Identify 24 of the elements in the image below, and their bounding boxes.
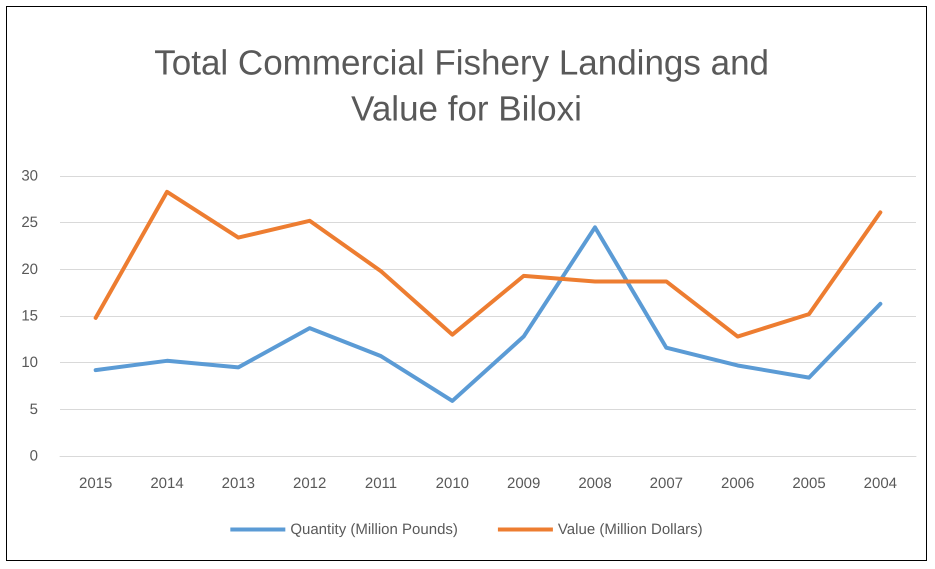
y-tick-label: 30 bbox=[21, 168, 38, 184]
x-tick-label: 2009 bbox=[506, 475, 540, 492]
x-tick-label: 2005 bbox=[792, 475, 826, 492]
y-tick-label: 5 bbox=[30, 400, 38, 418]
y-tick-label: 25 bbox=[21, 214, 38, 232]
y-tick-label: 15 bbox=[21, 308, 38, 324]
x-tick-label: 2004 bbox=[864, 475, 898, 492]
y-tick-label: 0 bbox=[30, 448, 38, 464]
chart-title: Total Commercial Fishery Landings and Value for Biloxi bbox=[154, 44, 779, 128]
x-tick-label: 2006 bbox=[720, 475, 754, 492]
legend-label: Quantity (Million Pounds) bbox=[290, 521, 458, 538]
x-tick-label: 2012 bbox=[292, 475, 326, 492]
x-tick-label: 2010 bbox=[436, 475, 470, 492]
line-series bbox=[94, 225, 882, 403]
y-tick-label: 10 bbox=[21, 354, 38, 372]
x-tick-label: 2011 bbox=[364, 475, 398, 492]
x-tick-label: 2013 bbox=[222, 475, 256, 492]
x-tick-label: 2015 bbox=[78, 475, 112, 492]
x-tick-label: 2007 bbox=[650, 475, 684, 492]
legend-label: Value (Million Dollars) bbox=[558, 521, 703, 538]
x-tick-label: 2008 bbox=[578, 475, 612, 492]
line-series bbox=[94, 190, 882, 339]
x-tick-label: 2014 bbox=[150, 475, 184, 492]
y-tick-label: 20 bbox=[21, 260, 38, 278]
